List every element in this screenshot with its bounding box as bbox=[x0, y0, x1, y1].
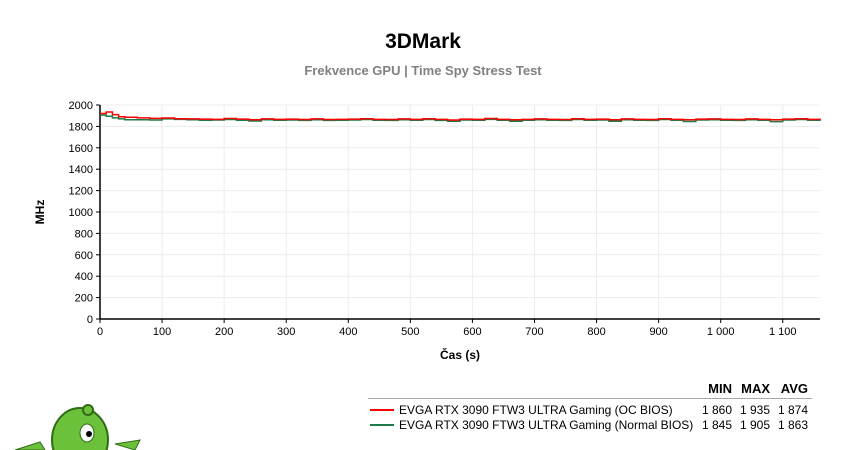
legend-header-min: MIN bbox=[708, 381, 732, 396]
y-tick-label: 2000 bbox=[69, 100, 93, 112]
legend-max: 1 905 bbox=[739, 418, 770, 432]
y-tick-label: 1400 bbox=[69, 164, 93, 176]
chart-subtitle: Frekvence GPU | Time Spy Stress Test bbox=[304, 63, 542, 78]
legend-header-avg: AVG bbox=[780, 381, 808, 396]
legend-header-max: MAX bbox=[741, 381, 770, 396]
y-tick-label: 800 bbox=[75, 228, 93, 240]
x-tick-label: 400 bbox=[339, 326, 357, 338]
legend-avg: 1 874 bbox=[777, 403, 808, 417]
series-line bbox=[100, 114, 821, 123]
x-tick-label: 0 bbox=[97, 326, 103, 338]
legend-row: EVGA RTX 3090 FTW3 ULTRA Gaming (OC BIOS… bbox=[368, 403, 812, 418]
y-tick-label: 1800 bbox=[69, 121, 93, 133]
legend-swatch-oc bbox=[370, 409, 394, 411]
y-axis-label: MHz bbox=[33, 200, 47, 225]
y-tick-label: 200 bbox=[75, 293, 93, 305]
legend-max: 1 935 bbox=[739, 403, 770, 417]
y-tick-label: 600 bbox=[75, 250, 93, 262]
y-tick-label: 0 bbox=[87, 314, 93, 326]
mascot-icon bbox=[14, 404, 141, 450]
x-tick-label: 700 bbox=[525, 326, 543, 338]
legend-table: MIN MAX AVG EVGA RTX 3090 FTW3 ULTRA Gam… bbox=[368, 381, 812, 441]
legend-avg: 1 863 bbox=[777, 418, 808, 432]
x-tick-label: 1 100 bbox=[769, 326, 797, 338]
legend-series-name: EVGA RTX 3090 FTW3 ULTRA Gaming (Normal … bbox=[399, 418, 694, 432]
y-tick-label: 1000 bbox=[69, 207, 93, 219]
y-tick-label: 400 bbox=[75, 271, 93, 283]
x-tick-label: 800 bbox=[587, 326, 605, 338]
legend-divider bbox=[368, 398, 812, 399]
legend-series-name: EVGA RTX 3090 FTW3 ULTRA Gaming (OC BIOS… bbox=[399, 403, 673, 417]
x-tick-label: 300 bbox=[277, 326, 295, 338]
x-tick-label: 500 bbox=[401, 326, 419, 338]
series-line bbox=[100, 111, 821, 121]
x-tick-label: 600 bbox=[463, 326, 481, 338]
x-tick-label: 100 bbox=[153, 326, 171, 338]
legend-row: EVGA RTX 3090 FTW3 ULTRA Gaming (Normal … bbox=[368, 418, 812, 433]
y-tick-label: 1600 bbox=[69, 143, 93, 155]
x-axis-label: Čas (s) bbox=[440, 347, 480, 362]
legend-min: 1 845 bbox=[701, 418, 732, 432]
x-tick-label: 900 bbox=[649, 326, 667, 338]
x-tick-label: 200 bbox=[215, 326, 233, 338]
legend-swatch-normal bbox=[370, 424, 394, 426]
x-tick-label: 1 000 bbox=[707, 326, 735, 338]
y-tick-label: 1200 bbox=[69, 186, 93, 198]
chart-title: 3DMark bbox=[385, 30, 461, 53]
legend-min: 1 860 bbox=[701, 403, 732, 417]
